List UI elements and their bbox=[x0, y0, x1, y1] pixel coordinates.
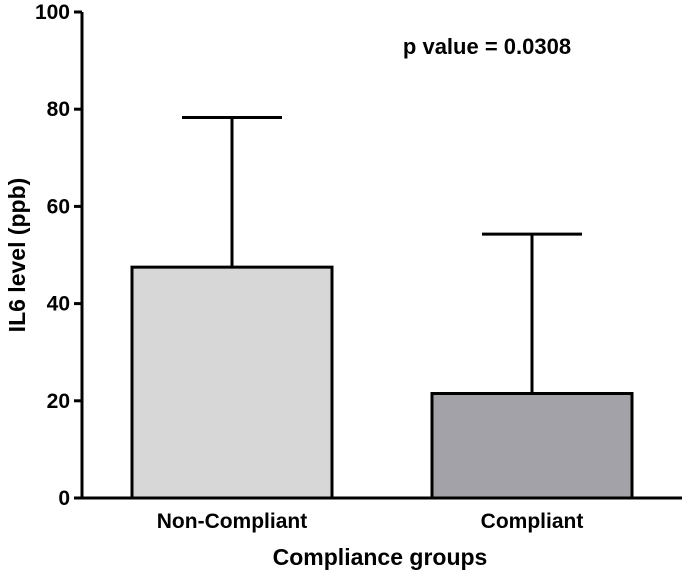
y-tick-label: 20 bbox=[47, 390, 70, 413]
x-axis-title: Compliance groups bbox=[273, 544, 488, 570]
bar-compliant bbox=[430, 392, 634, 500]
error-bars bbox=[182, 115, 582, 394]
x-category-label: Non-Compliant bbox=[157, 510, 307, 533]
bar-non-compliant bbox=[130, 265, 334, 500]
y-tick-label: 60 bbox=[47, 195, 70, 218]
y-ticks: 0 20 40 60 80 100 bbox=[35, 1, 82, 510]
y-tick-label: 80 bbox=[47, 98, 70, 121]
category-labels: Non-Compliant Compliant bbox=[157, 510, 584, 533]
y-tick-label: 0 bbox=[58, 487, 70, 510]
x-category-label: Compliant bbox=[481, 510, 584, 533]
y-tick-label: 100 bbox=[35, 1, 70, 24]
y-tick-label: 40 bbox=[47, 293, 70, 316]
p-value-annotation: p value = 0.0308 bbox=[403, 34, 571, 59]
bars bbox=[130, 265, 634, 500]
y-axis-title: IL6 level (ppb) bbox=[4, 178, 30, 333]
